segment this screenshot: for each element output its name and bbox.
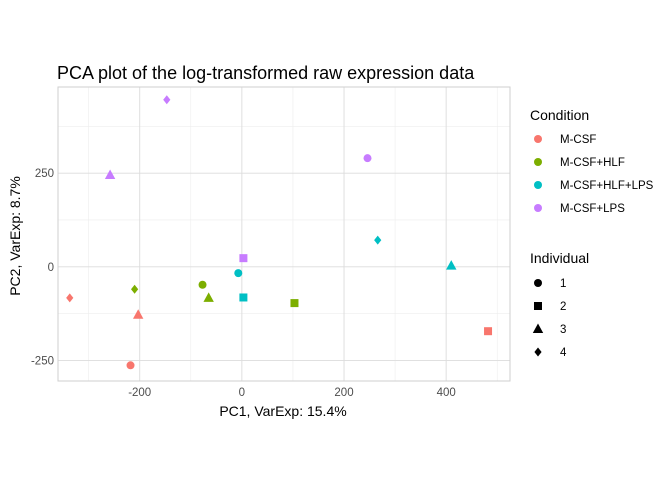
legend-label-condition: M-CSF+HLF (560, 157, 625, 169)
data-point (239, 293, 248, 302)
legend-key-condition (534, 158, 542, 166)
data-point (66, 293, 74, 303)
legend-key-individual (534, 347, 542, 357)
data-point (234, 269, 243, 278)
data-points (66, 95, 493, 370)
plot-panel (57, 86, 511, 382)
legend-label-condition: M-CSF+HLF+LPS (560, 180, 654, 192)
legend-label-individual: 4 (560, 347, 567, 359)
legend-label-individual: 1 (560, 278, 566, 290)
data-point (198, 280, 207, 289)
data-point (290, 299, 299, 308)
legend: Condition M-CSF M-CSF+HLF M-CSF+HLF+LPS M-CS… (530, 107, 654, 359)
data-point (203, 292, 214, 302)
legend-key-condition (534, 135, 542, 143)
x-tick-label: 400 (437, 387, 456, 399)
data-point (239, 254, 248, 263)
data-point (374, 235, 382, 245)
data-point (104, 169, 116, 180)
legend-key-individual (534, 302, 542, 310)
chart-title: PCA plot of the log-transformed raw expr… (57, 63, 475, 83)
legend-label-condition: M-CSF (560, 134, 596, 146)
legend-key-individual (532, 323, 544, 333)
legend-title-individual: Individual (530, 250, 589, 266)
legend-key-individual (534, 279, 542, 287)
x-tick-label: 0 (239, 387, 245, 399)
legend-label-individual: 2 (560, 301, 566, 313)
x-tick-label: 200 (334, 387, 353, 399)
data-point (132, 309, 144, 319)
legend-label-individual: 3 (560, 324, 566, 336)
legend-label-condition: M-CSF+LPS (560, 203, 625, 215)
data-point (363, 154, 372, 163)
y-axis-ticks: -250 0 250 (31, 168, 54, 367)
data-point (131, 284, 139, 294)
x-axis-title: PC1, VarExp: 15.4% (219, 403, 346, 419)
x-axis-ticks: -200 0 200 400 (128, 387, 456, 399)
legend-key-condition (534, 181, 542, 189)
y-tick-label: 0 (48, 262, 54, 274)
data-point (126, 361, 135, 370)
x-tick-label: -200 (128, 387, 151, 399)
panel-border (57, 86, 511, 382)
legend-key-condition (534, 204, 542, 212)
y-tick-label: 250 (35, 168, 54, 180)
data-point (446, 260, 457, 270)
y-axis-title: PC2, VarExp: 8.7% (7, 176, 23, 296)
legend-title-condition: Condition (530, 107, 589, 123)
panel-background (58, 87, 510, 381)
data-point (484, 327, 493, 336)
y-tick-label: -250 (31, 355, 54, 367)
data-point (163, 95, 171, 105)
grid-lines (58, 87, 510, 381)
